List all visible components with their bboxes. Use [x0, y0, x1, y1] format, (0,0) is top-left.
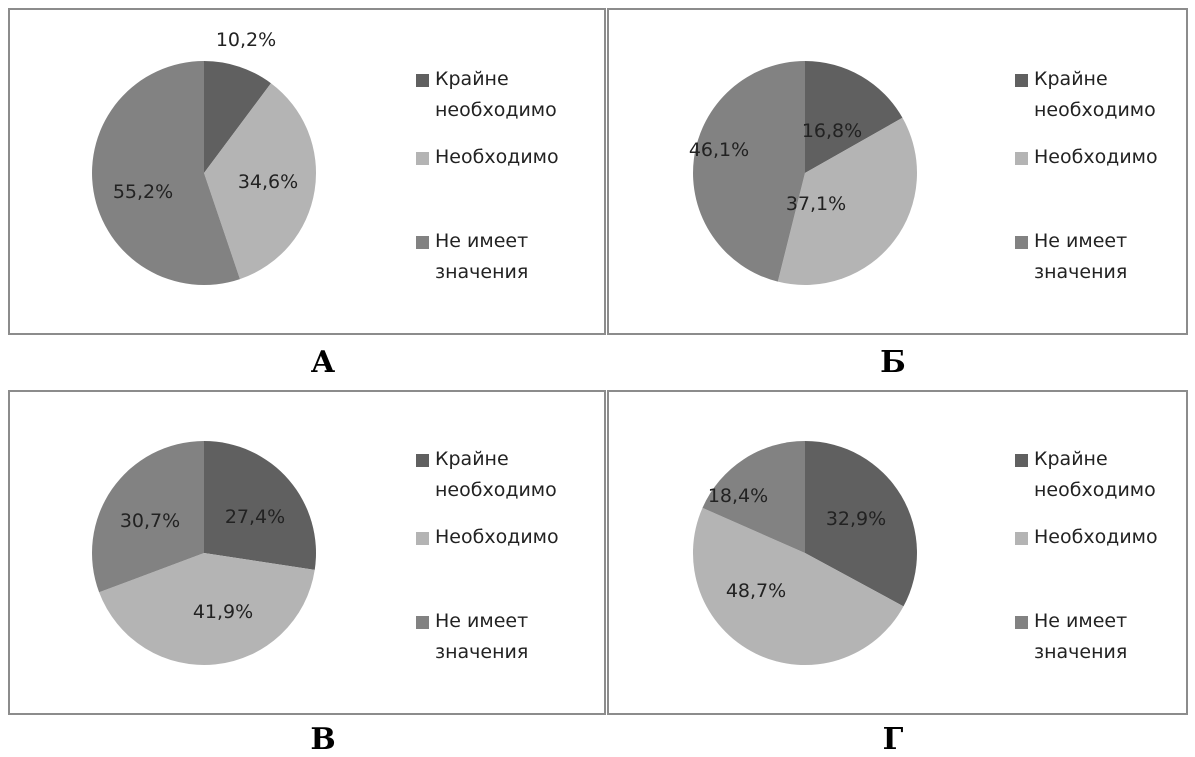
caption-a: А [310, 345, 336, 380]
legend-swatch-very-necessary [416, 454, 429, 467]
chart-panel-a: 10,2% 34,6% 55,2% Крайне необходимо Необхо… [8, 8, 606, 335]
slice-no-matter [92, 61, 240, 285]
slice-necessary [777, 117, 917, 285]
slice-necessary [99, 553, 315, 665]
data-label-necessary: 41,9% [193, 601, 253, 623]
legend-swatch-necessary [1015, 532, 1028, 545]
data-label-very-necessary: 16,8% [802, 120, 862, 142]
slice-no-matter [693, 61, 805, 282]
caption-d: Г [882, 722, 904, 757]
data-label-necessary: 48,7% [726, 580, 786, 602]
pie-chart-d: 32,9% 48,7% 18,4% [692, 441, 917, 666]
caption-c: В [310, 722, 336, 757]
legend-label-very-necessary: Крайне необходимо [435, 68, 557, 121]
legend-label-no-matter: Не имеет значения [435, 610, 529, 663]
legend-swatch-necessary [416, 532, 429, 545]
slice-no-matter [92, 441, 204, 593]
legend-label-necessary: Необходимо [435, 146, 559, 168]
legend-swatch-necessary [1015, 152, 1028, 165]
chart-panel-b: 16,8% 37,1% 46,1% Крайне необходимо Необхо… [607, 8, 1188, 335]
slice-no-matter [702, 441, 805, 553]
data-label-no-matter: 18,4% [708, 485, 768, 507]
caption-b: Б [880, 345, 906, 380]
data-label-necessary: 37,1% [786, 193, 846, 215]
legend-label-necessary: Необходимо [435, 526, 559, 548]
slice-very-necessary [805, 61, 903, 173]
legend-swatch-no-matter [416, 616, 429, 629]
slice-necessary [204, 83, 317, 280]
legend-label-very-necessary: Крайне необходимо [1034, 68, 1156, 121]
legend-swatch-very-necessary [1015, 74, 1028, 87]
legend-swatch-no-matter [1015, 236, 1028, 249]
pie-chart-a: 10,2% 34,6% 55,2% [92, 29, 317, 285]
slice-very-necessary [204, 441, 317, 570]
legend-label-no-matter: Не имеет значения [435, 230, 529, 283]
data-label-very-necessary: 10,2% [216, 29, 276, 51]
legend-label-very-necessary: Крайне необходимо [435, 448, 557, 501]
data-label-necessary: 34,6% [238, 171, 298, 193]
slice-very-necessary [805, 441, 917, 607]
data-label-no-matter: 30,7% [120, 510, 180, 532]
data-label-no-matter: 46,1% [689, 139, 749, 161]
slice-very-necessary [204, 61, 271, 173]
legend-swatch-no-matter [416, 236, 429, 249]
chart-panel-d: 32,9% 48,7% 18,4% Крайне необходимо Необхо… [607, 390, 1188, 715]
legend-swatch-no-matter [1015, 616, 1028, 629]
legend-label-no-matter: Не имеет значения [1034, 610, 1128, 663]
legend-label-no-matter: Не имеет значения [1034, 230, 1128, 283]
data-label-very-necessary: 27,4% [225, 506, 285, 528]
pie-chart-c: 27,4% 41,9% 30,7% [92, 441, 317, 665]
legend-swatch-necessary [416, 152, 429, 165]
legend-swatch-very-necessary [416, 74, 429, 87]
data-label-very-necessary: 32,9% [826, 508, 886, 530]
pie-chart-b: 16,8% 37,1% 46,1% [689, 61, 917, 285]
legend-swatch-very-necessary [1015, 454, 1028, 467]
data-label-no-matter: 55,2% [113, 181, 173, 203]
slice-necessary [692, 507, 904, 666]
legend-label-necessary: Необходимо [1034, 146, 1158, 168]
chart-panel-c: 27,4% 41,9% 30,7% Крайне необходимо Необхо… [8, 390, 606, 715]
legend-label-necessary: Необходимо [1034, 526, 1158, 548]
legend-label-very-necessary: Крайне необходимо [1034, 448, 1156, 501]
